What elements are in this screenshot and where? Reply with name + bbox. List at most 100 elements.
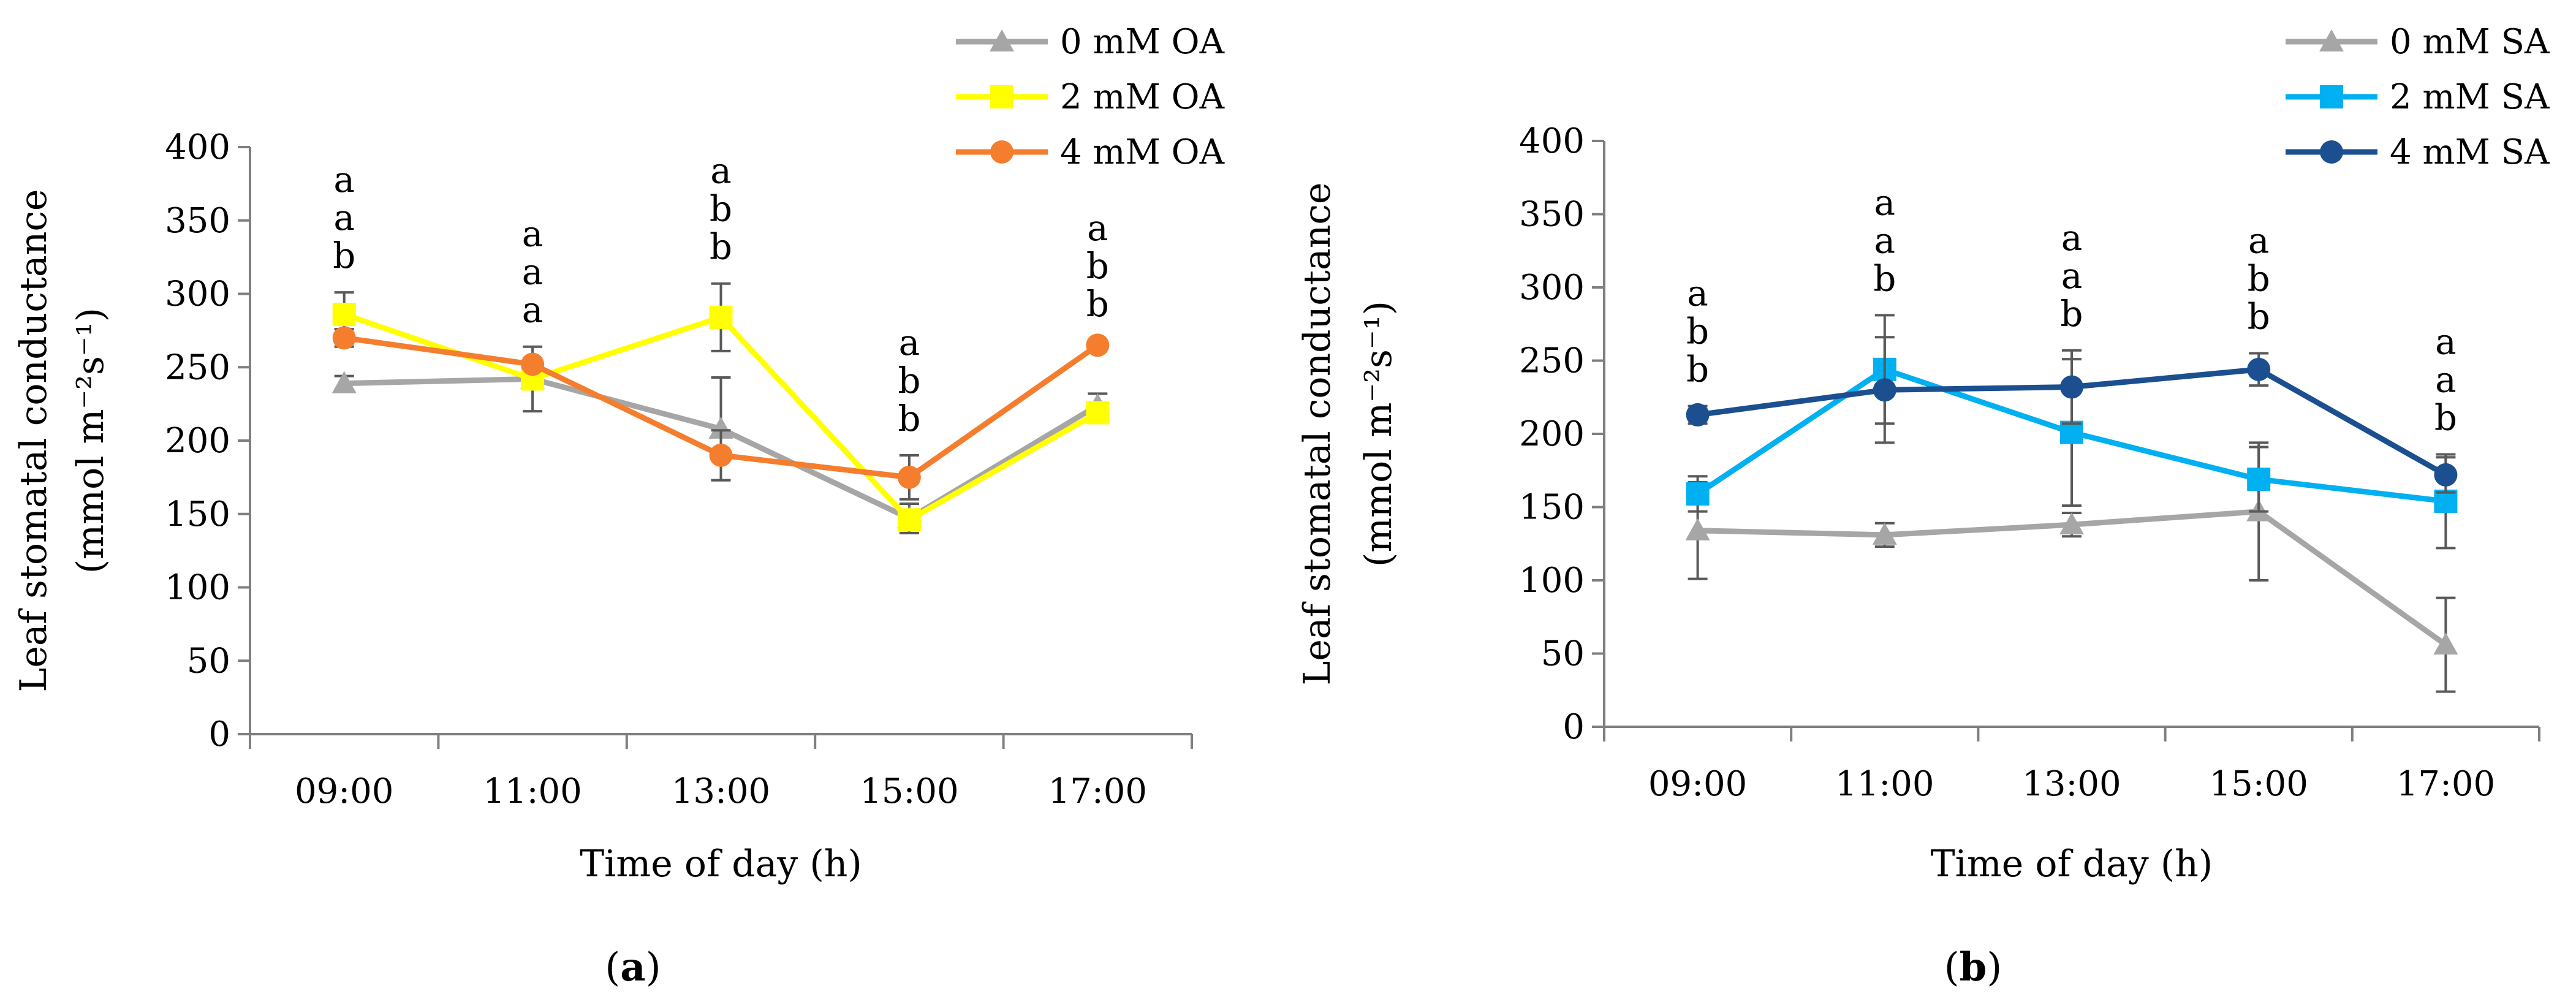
significance-letter: a (1087, 207, 1108, 249)
legend-entry: 0 mM OA (956, 22, 1225, 62)
y-tick-label: 400 (1519, 121, 1585, 161)
significance-letter: a (522, 289, 544, 331)
data-point (2060, 375, 2083, 399)
significance-letter: b (2434, 396, 2457, 438)
legend-marker (990, 29, 1014, 51)
significance-letter: b (2248, 258, 2270, 300)
significance-letter: b (1686, 349, 1709, 390)
significance-letter: b (898, 398, 920, 439)
legend-entry: 2 mM SA (2286, 77, 2550, 117)
panel-caption: (b) (1944, 944, 2002, 990)
significance-letter: b (710, 188, 732, 230)
y-tick-label: 250 (165, 347, 230, 387)
panel-caption-letter: a (620, 944, 645, 990)
data-point (897, 508, 921, 532)
data-point (709, 443, 733, 467)
chart-a-svg: 0 50 100 150 200 250 300 350 400 09:00 11:00 13:00 1… (12, 22, 1225, 990)
legend-marker (2319, 29, 2344, 51)
data-point (332, 303, 356, 327)
significance-letter: a (1687, 273, 1708, 314)
x-tick-label: 11:00 (1835, 764, 1934, 804)
chart-b-svg: 0 50 100 150 200 250 300 350 400 09:00 11:00 13:00 1… (1296, 22, 2550, 990)
x-tick-label: 15:00 (2210, 764, 2308, 804)
significance-letter: b (1686, 311, 1709, 352)
y-axis-units: (mmol m⁻²s⁻¹) (69, 308, 112, 574)
significance-letter: a (2435, 320, 2457, 362)
data-point (708, 416, 733, 439)
x-tick-label: 09:00 (295, 772, 393, 811)
legend-label: 4 mM SA (2390, 132, 2550, 172)
data-point (1872, 522, 1897, 545)
y-tick-label: 50 (1541, 634, 1585, 674)
significance-letter: b (1086, 283, 1109, 325)
x-tick-label: 13:00 (672, 772, 770, 811)
data-point (1685, 518, 1710, 540)
significance-letter: a (522, 251, 544, 293)
x-tick-label: 17:00 (1048, 772, 1147, 811)
x-tick-label: 13:00 (2022, 764, 2121, 804)
data-point (897, 465, 921, 489)
legend-entry: 4 mM SA (2286, 132, 2550, 172)
legend-label: 2 mM SA (2390, 77, 2550, 117)
y-tick-label: 50 (187, 641, 230, 681)
data-point (2247, 357, 2271, 381)
series-0-mm-sa (1685, 441, 2458, 693)
y-tick-label: 250 (1519, 341, 1585, 381)
significance-letter: a (333, 159, 355, 200)
legend-entry: 0 mM SA (2286, 22, 2550, 62)
data-point (2434, 463, 2458, 487)
significance-letter: b (1086, 245, 1109, 287)
x-tick-label: 17:00 (2396, 764, 2495, 804)
data-point (1686, 403, 1710, 427)
significance-letter: a (2061, 217, 2083, 259)
significance-letter: a (2248, 220, 2270, 262)
x-axis-title: Time of day (h) (1931, 843, 2213, 886)
series-4-mm-oa (332, 326, 1110, 501)
significance-letter: b (333, 235, 355, 276)
y-tick-label: 350 (1519, 195, 1585, 235)
data-point (709, 305, 733, 329)
significance-letter: b (1873, 257, 1896, 299)
significance-letter: a (2061, 255, 2083, 297)
data-point (521, 352, 545, 376)
data-point (1873, 378, 1896, 402)
data-point (332, 326, 356, 350)
y-tick-label: 400 (165, 127, 230, 167)
data-point (2247, 468, 2271, 491)
y-tick-label: 350 (165, 201, 230, 241)
legend-marker (990, 85, 1013, 108)
x-tick-label: 11:00 (483, 772, 581, 811)
panel-caption: (a) (605, 944, 661, 990)
x-axis-title: Time of day (h) (580, 843, 862, 886)
significance-letter: a (2435, 358, 2457, 400)
legend-marker (990, 140, 1013, 164)
data-point (1686, 482, 1710, 506)
series-4-mm-sa (1686, 336, 2458, 494)
y-tick-label: 300 (165, 275, 230, 314)
legend-entry: 2 mM OA (956, 77, 1225, 117)
y-tick-label: 0 (208, 715, 230, 754)
significance-letter: b (2248, 296, 2270, 338)
y-tick-label: 200 (165, 421, 230, 461)
significance-letter: a (710, 150, 732, 192)
panel-caption-letter: b (1960, 944, 1987, 990)
y-tick-label: 0 (1563, 707, 1585, 747)
data-point (1086, 333, 1110, 357)
significance-letter: a (899, 322, 920, 363)
legend-marker (2320, 85, 2343, 108)
significance-letter: b (710, 226, 732, 268)
significance-letter: b (898, 360, 920, 401)
data-point (331, 371, 357, 393)
y-axis-title: Leaf stomatal conductance (1296, 183, 1339, 686)
chart-panel-b: 0 50 100 150 200 250 300 350 400 09:00 11:00 13:00 1… (1287, 0, 2576, 1005)
significance-letter: a (522, 213, 544, 255)
data-point (2059, 512, 2084, 535)
y-axis-units: (mmol m⁻²s⁻¹) (1357, 301, 1400, 567)
y-tick-label: 300 (1519, 268, 1585, 308)
y-axis-title: Leaf stomatal conductance (12, 189, 55, 692)
legend-label: 0 mM OA (1060, 22, 1225, 62)
data-point (2433, 632, 2458, 655)
y-tick-label: 150 (165, 495, 230, 534)
x-tick-label: 15:00 (860, 772, 958, 811)
x-tick-label: 09:00 (1648, 764, 1747, 804)
